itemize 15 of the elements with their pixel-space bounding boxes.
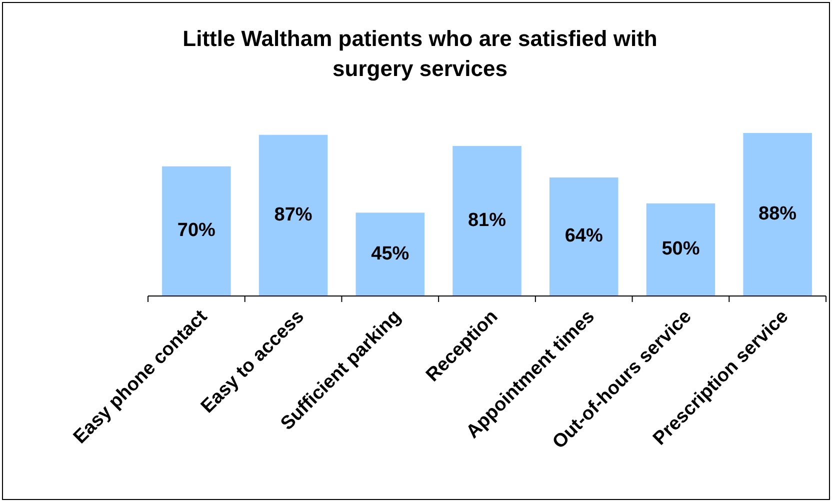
bar	[356, 212, 425, 296]
data-label: 45%	[371, 243, 410, 264]
data-label: 87%	[274, 204, 312, 226]
data-label: 64%	[564, 226, 603, 247]
bar	[258, 134, 328, 296]
data-label: 50%	[662, 238, 700, 260]
bar	[162, 166, 231, 296]
data-label: 70%	[177, 220, 216, 242]
bar	[452, 146, 522, 296]
data-label: 88%	[758, 204, 797, 225]
chart-title: Little Waltham patients who are satisfied with surgery services	[182, 26, 658, 81]
bar	[743, 133, 812, 296]
bar	[646, 203, 716, 296]
bar	[549, 177, 618, 296]
data-label: 81%	[468, 210, 506, 231]
